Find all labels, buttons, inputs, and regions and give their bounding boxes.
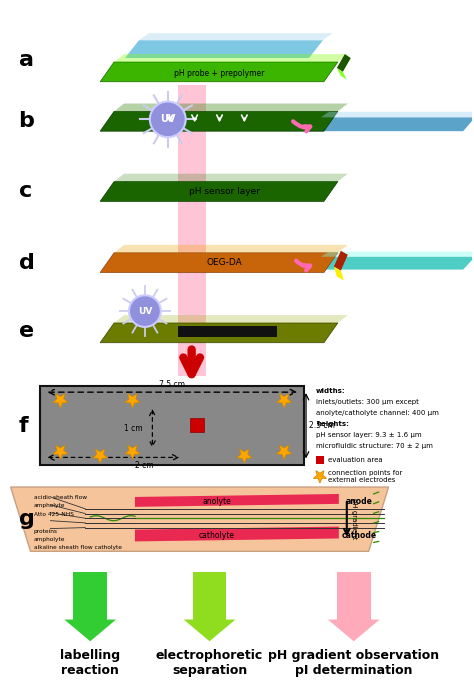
Text: OEG-DA: OEG-DA: [207, 258, 242, 267]
Polygon shape: [139, 33, 333, 40]
Text: ampholyte: ampholyte: [34, 537, 65, 542]
Polygon shape: [125, 394, 140, 408]
Text: electrophoretic
separation: electrophoretic separation: [156, 649, 263, 677]
Text: e: e: [18, 321, 34, 341]
Text: heights:: heights:: [316, 421, 349, 427]
Text: acidic sheath flow: acidic sheath flow: [34, 495, 87, 500]
Polygon shape: [125, 40, 323, 58]
Polygon shape: [184, 620, 236, 642]
Polygon shape: [328, 620, 380, 642]
Polygon shape: [125, 445, 140, 460]
Polygon shape: [135, 494, 339, 507]
Bar: [40, 386, 304, 465]
Polygon shape: [337, 54, 351, 72]
Polygon shape: [321, 111, 474, 118]
Text: evaluation area: evaluation area: [328, 458, 383, 463]
Polygon shape: [64, 620, 116, 642]
Polygon shape: [135, 527, 339, 542]
Text: microfluidic structure: 70 ± 2 μm: microfluidic structure: 70 ± 2 μm: [316, 443, 433, 449]
Polygon shape: [114, 315, 348, 323]
Polygon shape: [100, 181, 338, 201]
Polygon shape: [276, 445, 292, 460]
Polygon shape: [92, 449, 108, 463]
Polygon shape: [100, 253, 338, 272]
Text: connection points for
external electrodes: connection points for external electrode…: [328, 470, 402, 483]
Text: UV: UV: [160, 114, 175, 124]
Bar: [337, 572, 371, 620]
Text: d: d: [18, 252, 35, 273]
Text: widths:: widths:: [316, 389, 346, 394]
Bar: [316, 456, 324, 464]
Text: f: f: [18, 416, 28, 436]
Polygon shape: [337, 68, 347, 80]
Bar: [192, 572, 227, 620]
Polygon shape: [114, 54, 348, 62]
Polygon shape: [114, 174, 348, 181]
Text: anolyte/catholyte channel: 400 μm: anolyte/catholyte channel: 400 μm: [316, 410, 439, 416]
Polygon shape: [100, 323, 338, 343]
Polygon shape: [276, 394, 292, 408]
Text: a: a: [18, 50, 34, 70]
Text: 2 cm: 2 cm: [135, 462, 154, 471]
Polygon shape: [334, 267, 344, 280]
Bar: [178, 85, 206, 376]
Text: anolyte: anolyte: [202, 497, 231, 506]
Polygon shape: [237, 449, 252, 463]
Polygon shape: [114, 245, 348, 253]
Text: 2.5 cm: 2.5 cm: [309, 421, 335, 430]
Circle shape: [129, 295, 161, 327]
Text: catholyte: catholyte: [199, 531, 235, 540]
Text: Atto 425-NHS: Atto 425-NHS: [34, 512, 73, 517]
Text: pH gradient observation
pI determination: pH gradient observation pI determination: [268, 649, 439, 677]
Polygon shape: [100, 62, 338, 82]
Text: pH probe + prepolymer: pH probe + prepolymer: [174, 69, 264, 79]
Polygon shape: [321, 252, 474, 256]
Text: anode: anode: [345, 497, 372, 506]
Text: labelling
reaction: labelling reaction: [60, 649, 120, 677]
Text: g: g: [18, 509, 35, 529]
Circle shape: [150, 101, 186, 137]
Text: 7.5 cm: 7.5 cm: [159, 380, 185, 389]
Polygon shape: [309, 118, 474, 131]
Polygon shape: [313, 471, 327, 483]
Text: UV: UV: [138, 306, 152, 315]
Polygon shape: [309, 256, 474, 269]
Polygon shape: [10, 487, 389, 551]
Polygon shape: [334, 251, 348, 271]
Text: alkaline sheath flow catholyte: alkaline sheath flow catholyte: [34, 545, 121, 551]
Bar: [190, 418, 204, 432]
Text: pH gradient: pH gradient: [351, 498, 357, 539]
Text: 1 cm: 1 cm: [124, 424, 142, 433]
Text: pH sensor layer: 9.3 ± 1.6 μm: pH sensor layer: 9.3 ± 1.6 μm: [316, 432, 421, 438]
Bar: [73, 572, 107, 620]
Text: ampholyte: ampholyte: [34, 503, 65, 508]
Polygon shape: [114, 103, 348, 111]
Polygon shape: [53, 394, 68, 408]
Polygon shape: [53, 445, 68, 460]
Text: c: c: [18, 181, 32, 202]
Bar: [178, 326, 277, 337]
Text: inlets/outlets: 300 μm except: inlets/outlets: 300 μm except: [316, 399, 419, 405]
Text: b: b: [18, 111, 35, 131]
Text: pH sensor layer: pH sensor layer: [189, 187, 260, 196]
Polygon shape: [100, 111, 338, 131]
Text: proteins: proteins: [34, 529, 57, 534]
Text: cathode: cathode: [341, 531, 376, 540]
